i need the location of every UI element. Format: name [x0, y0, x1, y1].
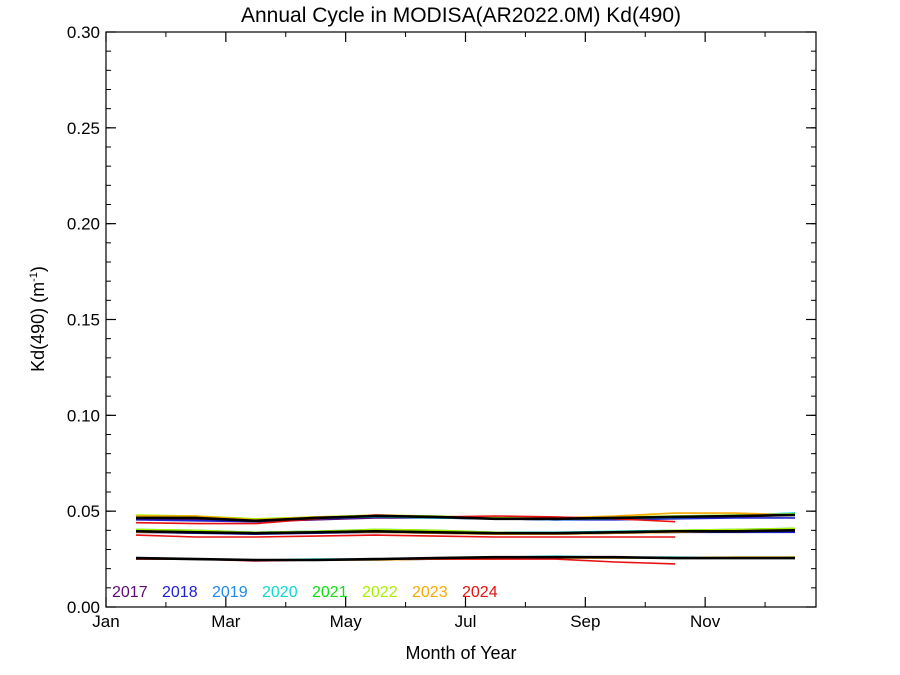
- x-tick-label: Mar: [211, 612, 241, 631]
- legend-entry-2020: 2020: [262, 584, 298, 601]
- legend: 2017 2018 2019 2020 2021 2022 2023 2024: [112, 584, 498, 601]
- legend-entry-2022: 2022: [362, 584, 398, 601]
- climatology-line-upper: [136, 513, 796, 523]
- x-tick-label: Nov: [690, 612, 721, 631]
- legend-entry-2024: 2024: [462, 584, 498, 601]
- x-tick-label: Jan: [92, 612, 119, 631]
- plot-lines: [135, 512, 796, 565]
- y-tick-label: 0.05: [67, 502, 100, 521]
- legend-entry-2019: 2019: [212, 584, 248, 601]
- y-axis-label-main: Kd(490) (m: [28, 282, 48, 372]
- y-tick-label: 0.15: [67, 311, 100, 330]
- y-axis-label-sup: -1: [28, 272, 40, 282]
- y-tick-label: 0.30: [67, 23, 100, 42]
- y-tick-label: 0.10: [67, 406, 100, 425]
- y-tick-label: 0.25: [67, 119, 100, 138]
- x-axis-label: Month of Year: [405, 643, 516, 663]
- y-tick-label: 0.20: [67, 215, 100, 234]
- x-tick-label: Jul: [455, 612, 477, 631]
- legend-entry-2023: 2023: [412, 584, 448, 601]
- climatology-line-middle: [135, 529, 796, 535]
- axis-ticks: 0.00 0.05 0.10 0.15 0.20 0.25 0.30 Jan Mar May Jul…: [67, 23, 816, 631]
- legend-entry-2017: 2017: [112, 584, 148, 601]
- series-line-2024-middle: [135, 534, 676, 538]
- y-axis-label-end: ): [28, 266, 48, 272]
- chart-title: Annual Cycle in MODISA(AR2022.0M) Kd(490…: [241, 4, 681, 27]
- y-tick-label: 0.00: [67, 598, 100, 617]
- legend-entry-2021: 2021: [312, 584, 348, 601]
- legend-entry-2018: 2018: [162, 584, 198, 601]
- x-tick-label: May: [330, 612, 363, 631]
- y-axis-label: Kd(490) (m-1): [28, 266, 48, 372]
- climatology-line-lower: [135, 555, 795, 562]
- x-tick-label: Sep: [570, 612, 600, 631]
